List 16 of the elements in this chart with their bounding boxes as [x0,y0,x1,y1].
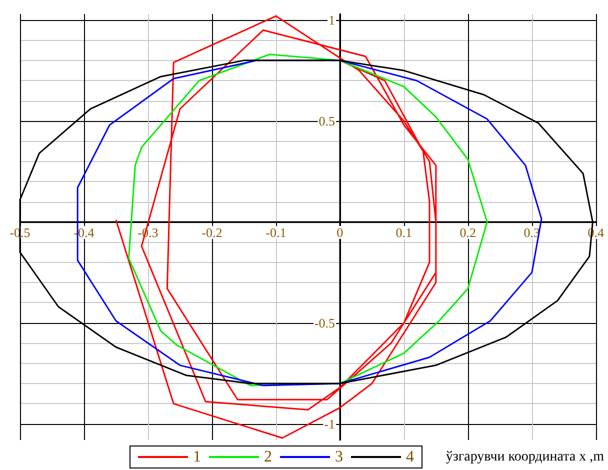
legend-label: 3 [335,448,343,466]
x-axis-title: ўзгарувчи координата x ,m [446,450,604,464]
y-tick-label: -1 [324,416,335,432]
legend-label: 1 [193,448,201,466]
x-tick-label: -0.2 [202,224,222,240]
line-series [115,15,437,439]
x-tick-label: 0 [336,224,344,240]
legend-label: 2 [264,448,272,466]
x-tick-label: 0.2 [460,224,476,240]
y-tick-label: 0.5 [318,114,335,129]
legend-label: 4 [406,448,414,466]
x-tick-label: -0.1 [266,224,286,240]
y-tick-label: 1 [328,12,335,28]
line-series [128,54,488,386]
y-tick-label: -0.5 [314,315,335,330]
x-tick-label: 0.1 [396,224,412,240]
